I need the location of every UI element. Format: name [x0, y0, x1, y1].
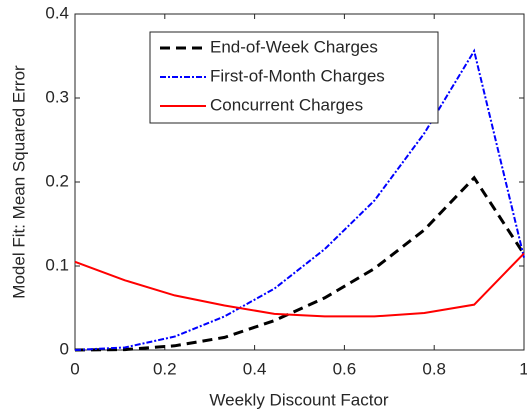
legend-label: First-of-Month Charges — [210, 66, 385, 85]
legend-label: Concurrent Charges — [210, 95, 363, 114]
y-axis-label: Model Fit: Mean Squared Error — [9, 65, 28, 299]
x-axis-label: Weekly Discount Factor — [209, 390, 389, 409]
x-tick-label: 0.6 — [333, 359, 357, 378]
x-tick-label: 1 — [519, 359, 527, 378]
y-tick-label: 0.3 — [45, 87, 69, 106]
y-tick-label: 0.2 — [45, 171, 69, 190]
y-tick-label: 0 — [60, 339, 69, 358]
legend-label: End-of-Week Charges — [210, 37, 378, 56]
x-tick-label: 0 — [70, 359, 79, 378]
x-tick-label: 0.4 — [243, 359, 267, 378]
data-line — [74, 175, 526, 352]
data-line — [74, 48, 525, 351]
y-tick-label: 0.4 — [45, 3, 69, 22]
y-tick-label: 0.1 — [45, 255, 69, 274]
x-tick-label: 0.8 — [422, 359, 446, 378]
x-tick-label: 0.2 — [153, 359, 177, 378]
data-line — [74, 252, 525, 318]
